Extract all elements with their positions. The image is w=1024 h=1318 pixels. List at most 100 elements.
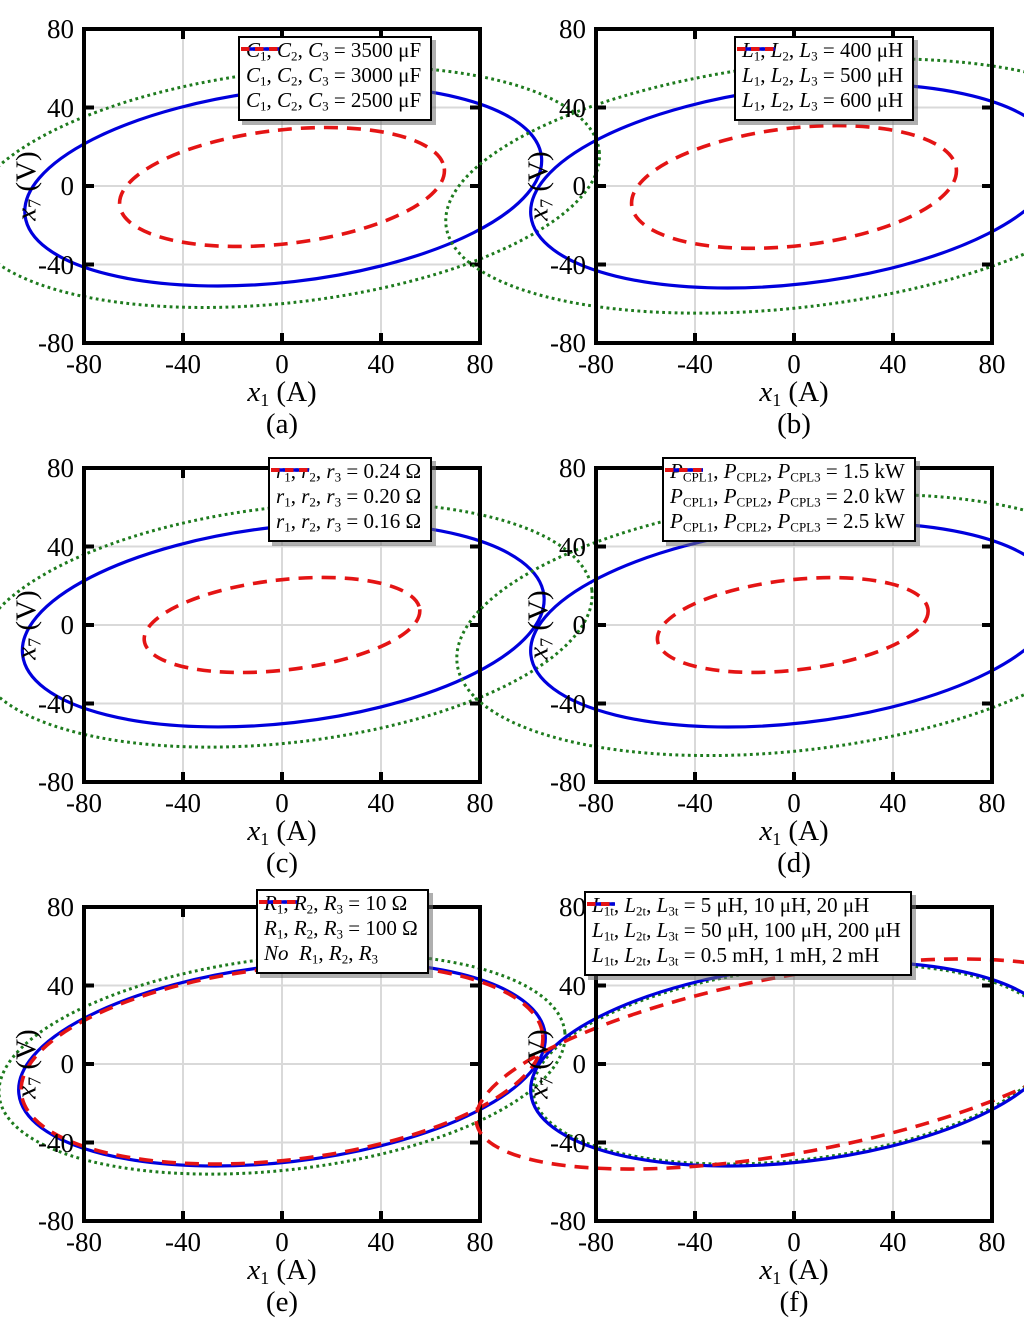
text-part: P [777, 459, 791, 484]
text-part: R [358, 941, 372, 966]
text-part: x [522, 1085, 555, 1099]
x-axis-label: x1 (A) [247, 1254, 316, 1289]
subplot-caption-a: (a) [265, 408, 299, 440]
text-part: L [656, 943, 669, 968]
text-part: , [713, 459, 724, 484]
text-part: , [760, 63, 771, 88]
text-part: L [624, 943, 636, 968]
y-tick-label: 40 [559, 531, 586, 562]
series-ellipse-b-3 [629, 123, 959, 251]
text-part: = 2500 μF [328, 88, 422, 113]
text-part: x [247, 376, 261, 408]
plot-canvas-d [455, 466, 1024, 784]
text-part: (A) [781, 1254, 829, 1286]
legend-item-label: PCPL1, PCPL2, PCPL3 = 2.5 kW [670, 509, 905, 540]
text-part: , [766, 484, 778, 509]
text-part: (V) [522, 590, 555, 638]
text-part: R [293, 891, 307, 916]
text-part: R [328, 941, 342, 966]
y-axis-label: x7 (V) [522, 1029, 557, 1098]
text-part: , [315, 509, 327, 534]
x-tick-label: 40 [367, 1227, 395, 1257]
text-part: R [264, 916, 277, 941]
text-part [289, 941, 300, 965]
text-part: 1 [276, 926, 284, 942]
text-part: 3 [336, 901, 344, 917]
legend-item-label: R1, R2, R3 = 10 Ω [264, 891, 407, 922]
x-tick-label: 40 [367, 788, 395, 818]
legend-item: L1t, L2t, L3t = 0.5 mH, 1 mH, 2 mH [587, 902, 901, 971]
text-part: x [10, 646, 43, 660]
text-part: , [318, 941, 329, 966]
text-part: x [247, 1254, 261, 1286]
text-part: C [277, 63, 292, 88]
text-part: L [624, 893, 636, 918]
text-part: = 5 μH, 10 μH, 20 μH [678, 893, 870, 918]
text-part: 3 [371, 951, 379, 967]
text-part: C [277, 88, 292, 113]
text-part: 2 [291, 98, 298, 114]
text-part: 2 [306, 901, 314, 917]
x-tick-label: 80 [466, 349, 494, 379]
x-tick-label: -80 [66, 349, 102, 379]
text-part: C [308, 88, 323, 113]
text-part: 1 [276, 901, 284, 917]
text-part: R [323, 916, 337, 941]
series-ellipse-e-3 [19, 962, 545, 1166]
text-part: 3 [334, 494, 342, 510]
y-tick-label: 80 [559, 14, 586, 44]
y-tick-label: -40 [38, 1127, 74, 1158]
legend-item: r1, r2, r3 = 0.20 Ω [271, 468, 421, 512]
text-part: C [308, 38, 323, 63]
text-part: 2 [782, 48, 789, 64]
text-part: , [788, 63, 800, 88]
text-part: = 100 Ω [343, 916, 418, 941]
y-tick-label: -80 [38, 1206, 74, 1236]
text-part: 3t [668, 928, 679, 944]
text-part: P [723, 484, 737, 509]
text-part: 3 [811, 48, 818, 64]
y-tick-label: -40 [550, 249, 586, 280]
y-tick-label: 40 [559, 92, 586, 123]
legend-item: PCPL1, PCPL2, PCPL3 = 2.5 kW [665, 468, 905, 540]
text-part: 3 [334, 469, 342, 485]
text-part: 1 [260, 98, 267, 114]
text-part: , [297, 88, 309, 113]
text-part: C [246, 88, 261, 113]
x-axis-label: x1 (A) [759, 1254, 828, 1289]
y-tick-label: -40 [38, 249, 74, 280]
text-part: 1 [311, 951, 319, 967]
x-tick-label: 0 [275, 1227, 289, 1257]
y-tick-label: -80 [38, 328, 74, 358]
text-part: 3 [322, 73, 329, 89]
x-tick-label: 0 [275, 349, 289, 379]
text-part: 3 [322, 98, 329, 114]
text-part: P [670, 484, 683, 509]
text-part: 1 [260, 390, 270, 411]
text-part: , [760, 88, 771, 113]
text-part: , [266, 63, 278, 88]
text-part: CPL1 [682, 469, 714, 485]
x-tick-label: 80 [466, 788, 494, 818]
legend-item-label: PCPL1, PCPL2, PCPL3 = 1.5 kW [670, 459, 905, 490]
text-part: L [770, 38, 783, 63]
text-part: , [713, 509, 724, 534]
x-tick-label: -40 [677, 349, 713, 379]
text-part: , [266, 88, 278, 113]
text-part: x [522, 207, 555, 221]
text-part: P [777, 509, 791, 534]
y-tick-label: -40 [550, 688, 586, 719]
y-tick-label: 40 [47, 531, 74, 562]
text-part: 1 [284, 519, 291, 535]
y-axis-label: x7 (V) [10, 1029, 45, 1098]
text-part: 1 [772, 390, 782, 411]
text-part: CPL3 [790, 519, 821, 535]
text-part: L [799, 38, 812, 63]
text-part: = 2.0 kW [820, 484, 905, 509]
text-part: , [315, 459, 327, 484]
text-part: r [301, 509, 310, 534]
text-part: 1 [753, 73, 761, 89]
